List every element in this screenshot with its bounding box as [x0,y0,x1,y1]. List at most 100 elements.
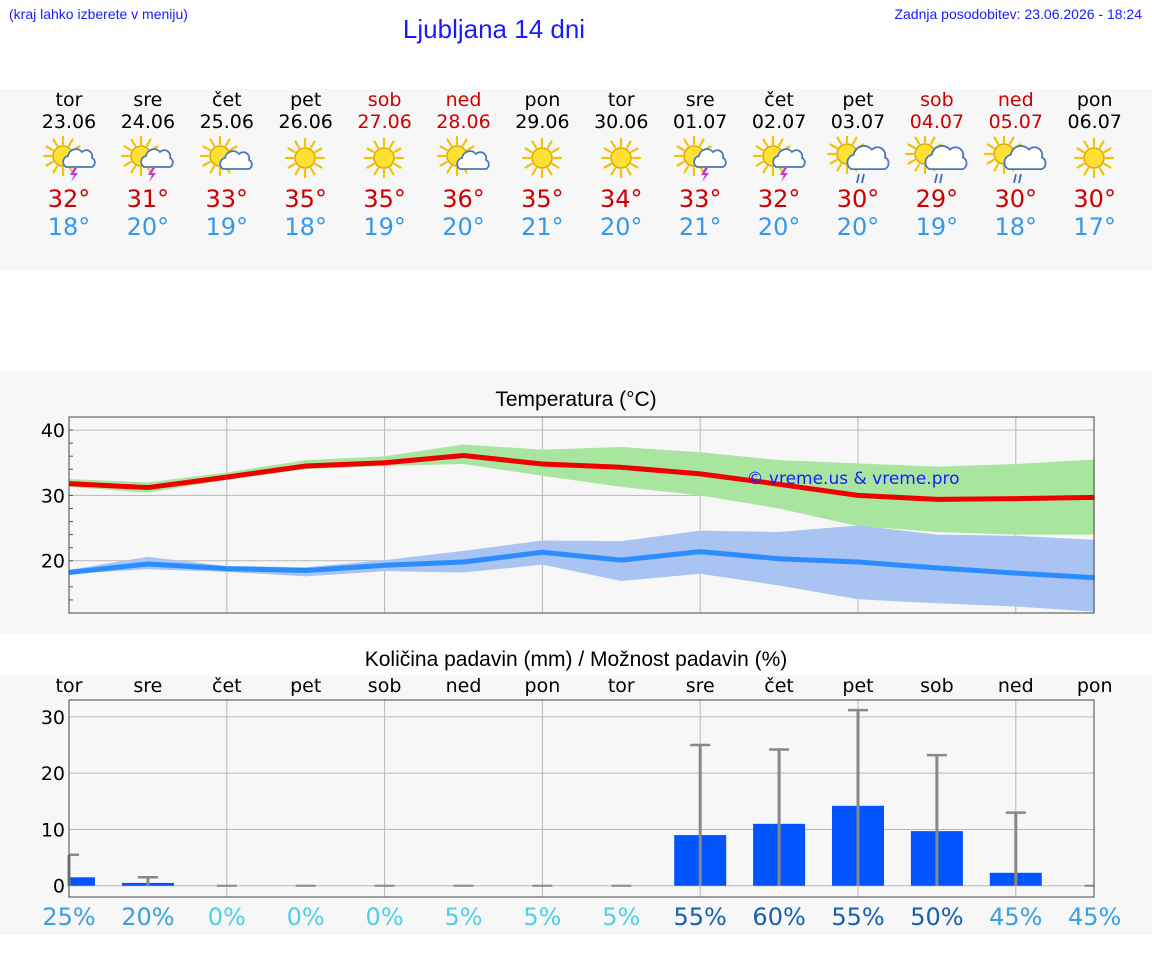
max-temp: 34° [600,185,643,213]
sun-ray [630,147,639,154]
forecast-day: čet 02.07 32° 20° [740,89,819,241]
day-date: 05.07 [988,111,1043,133]
day-date: 23.06 [41,111,97,133]
sun-ray [466,145,475,152]
sun-ray [546,167,553,176]
sun-ray [294,140,301,149]
precip-chance-label: 0% [365,903,404,931]
sun-ray [1103,162,1112,169]
sun-ray [1083,167,1090,176]
precip-chance-label: 45% [1068,903,1122,931]
forecast-day: pet 03.07 30° 20° [819,89,898,241]
x-tick-label: sob [920,675,954,697]
sun-ray [531,167,537,176]
sun-ray [225,138,231,147]
sun-disc [610,147,632,169]
sun-ray [986,143,996,150]
sun-ray [1076,147,1085,154]
sun-ray [123,160,133,167]
rain-drop [855,173,860,184]
min-temp: 19° [363,213,406,241]
sun-storm-icon [121,136,175,182]
sun-ray [366,162,375,169]
day-date: 26.06 [278,111,333,133]
cloud-shape [845,145,889,170]
sun-disc [1083,147,1105,169]
max-temp: 29° [915,185,959,213]
sun-ray [551,147,560,154]
precip-chance-label: 55% [673,903,727,931]
cloud-outline [692,148,727,168]
cloud-shape [1003,145,1047,170]
day-date: 29.06 [515,111,570,133]
sun-ray [1009,136,1015,145]
sun-rain-icon [826,136,889,184]
sun-ray [755,145,764,152]
min-temp-line [68,549,1095,581]
rain-drop [860,173,865,184]
plot-frame [68,416,1095,614]
sun-ray [130,165,137,174]
sun-icon [285,137,326,179]
cloud-outline [61,148,96,168]
sun-ray [202,145,212,152]
sun-ray [524,147,533,154]
y-tick-label: 20 [41,763,65,785]
cloud-outline [845,145,889,170]
max-temp: 30° [1073,185,1116,213]
cloud-shape [924,145,968,170]
day-date: 25.06 [199,111,254,133]
cloud-outline [924,145,968,170]
precip-chance-label: 5% [523,903,562,931]
sun-disc [531,147,553,169]
day-name: tor [607,89,635,111]
rain-drop [1018,173,1023,184]
forecast-day: tor 30.06 34° 20° [582,89,661,241]
sun-ray [930,136,936,145]
sun-ray [202,160,212,167]
sun-ray [907,158,917,165]
day-name: ned [997,89,1034,111]
sun-ray [51,165,58,174]
sun-ray [676,145,685,152]
sun-ray [851,136,858,145]
forecast-day: čet 25.06 33° 19° [187,89,266,241]
sun-ray [209,138,216,147]
day-date: 04.07 [909,111,965,133]
cloud-shape [692,148,727,168]
sun-ray [914,163,921,172]
sun-ray [914,136,921,145]
cloud-outline [1003,145,1047,170]
sun-storm-icon [42,136,96,182]
sun-disc [294,147,316,169]
day-name: pon [524,89,561,111]
x-tick-label: ned [445,675,482,697]
sun-ray [610,167,616,176]
precip-chance-label: 60% [752,903,806,931]
sun-ray [755,160,764,167]
x-tick-label: sre [133,675,163,697]
sun-ray [314,162,323,169]
sun-ray [546,140,553,149]
sun-ray [625,140,632,149]
sun-ray [209,165,216,174]
cloud-outline [219,150,253,170]
x-tick-label: pon [524,675,561,697]
sun-ray [1103,147,1112,154]
last-update: Zadnja posodobitev: 23.06.2026 - 18:24 [894,6,1142,22]
max-temp: 33° [678,185,722,213]
forecast-day: ned 28.06 36° 20° [424,89,503,241]
max-temp: 32° [757,185,801,213]
sun-ray [461,138,468,147]
sun-shape [600,137,641,179]
sun-ray [310,167,316,176]
day-name: tor [55,89,83,111]
x-tick-label: sre [685,675,715,697]
sun-ray [388,140,395,149]
min-temp: 20° [836,213,880,241]
forecast-day: sre 01.07 33° 21° [661,89,740,241]
sun-ray [993,163,1000,172]
x-tick-label: čet [212,675,242,697]
sun-shape [363,137,405,179]
day-name: sre [133,89,163,111]
